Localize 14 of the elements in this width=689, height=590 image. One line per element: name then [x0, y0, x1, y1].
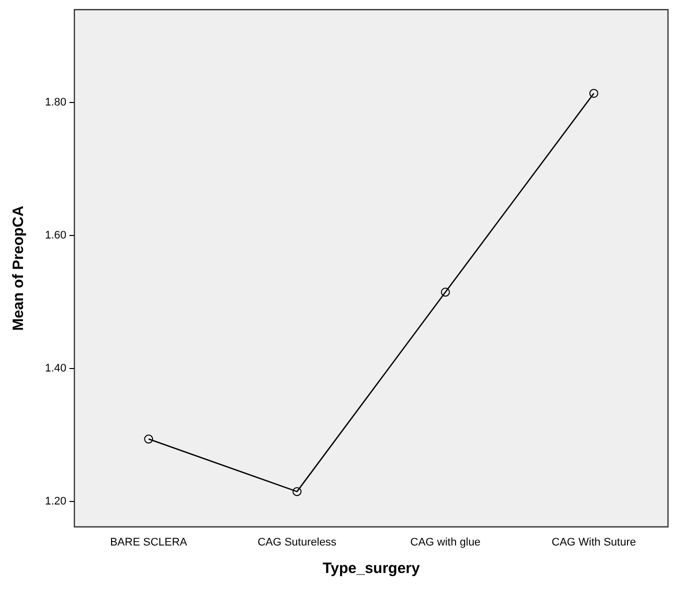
y-tick-label: 1.40: [44, 362, 66, 375]
x-tick-label: BARE SCLERA: [110, 536, 188, 548]
y-axis-title: Mean of PreopCA: [10, 206, 28, 331]
x-tick-label: CAG with glue: [410, 536, 481, 548]
y-tick-label: 1.20: [44, 496, 66, 508]
y-tick-label: 1.60: [44, 230, 66, 242]
x-tick-label: CAG With Suture: [552, 536, 636, 548]
point: [589, 88, 598, 98]
point: [292, 487, 302, 496]
x-axis-title: Type_surgery: [322, 560, 420, 578]
y-tick-label: 1.80: [44, 96, 66, 109]
x-tick-label: CAG Sutureless: [258, 536, 337, 548]
point: [144, 434, 154, 444]
point: [440, 288, 450, 297]
